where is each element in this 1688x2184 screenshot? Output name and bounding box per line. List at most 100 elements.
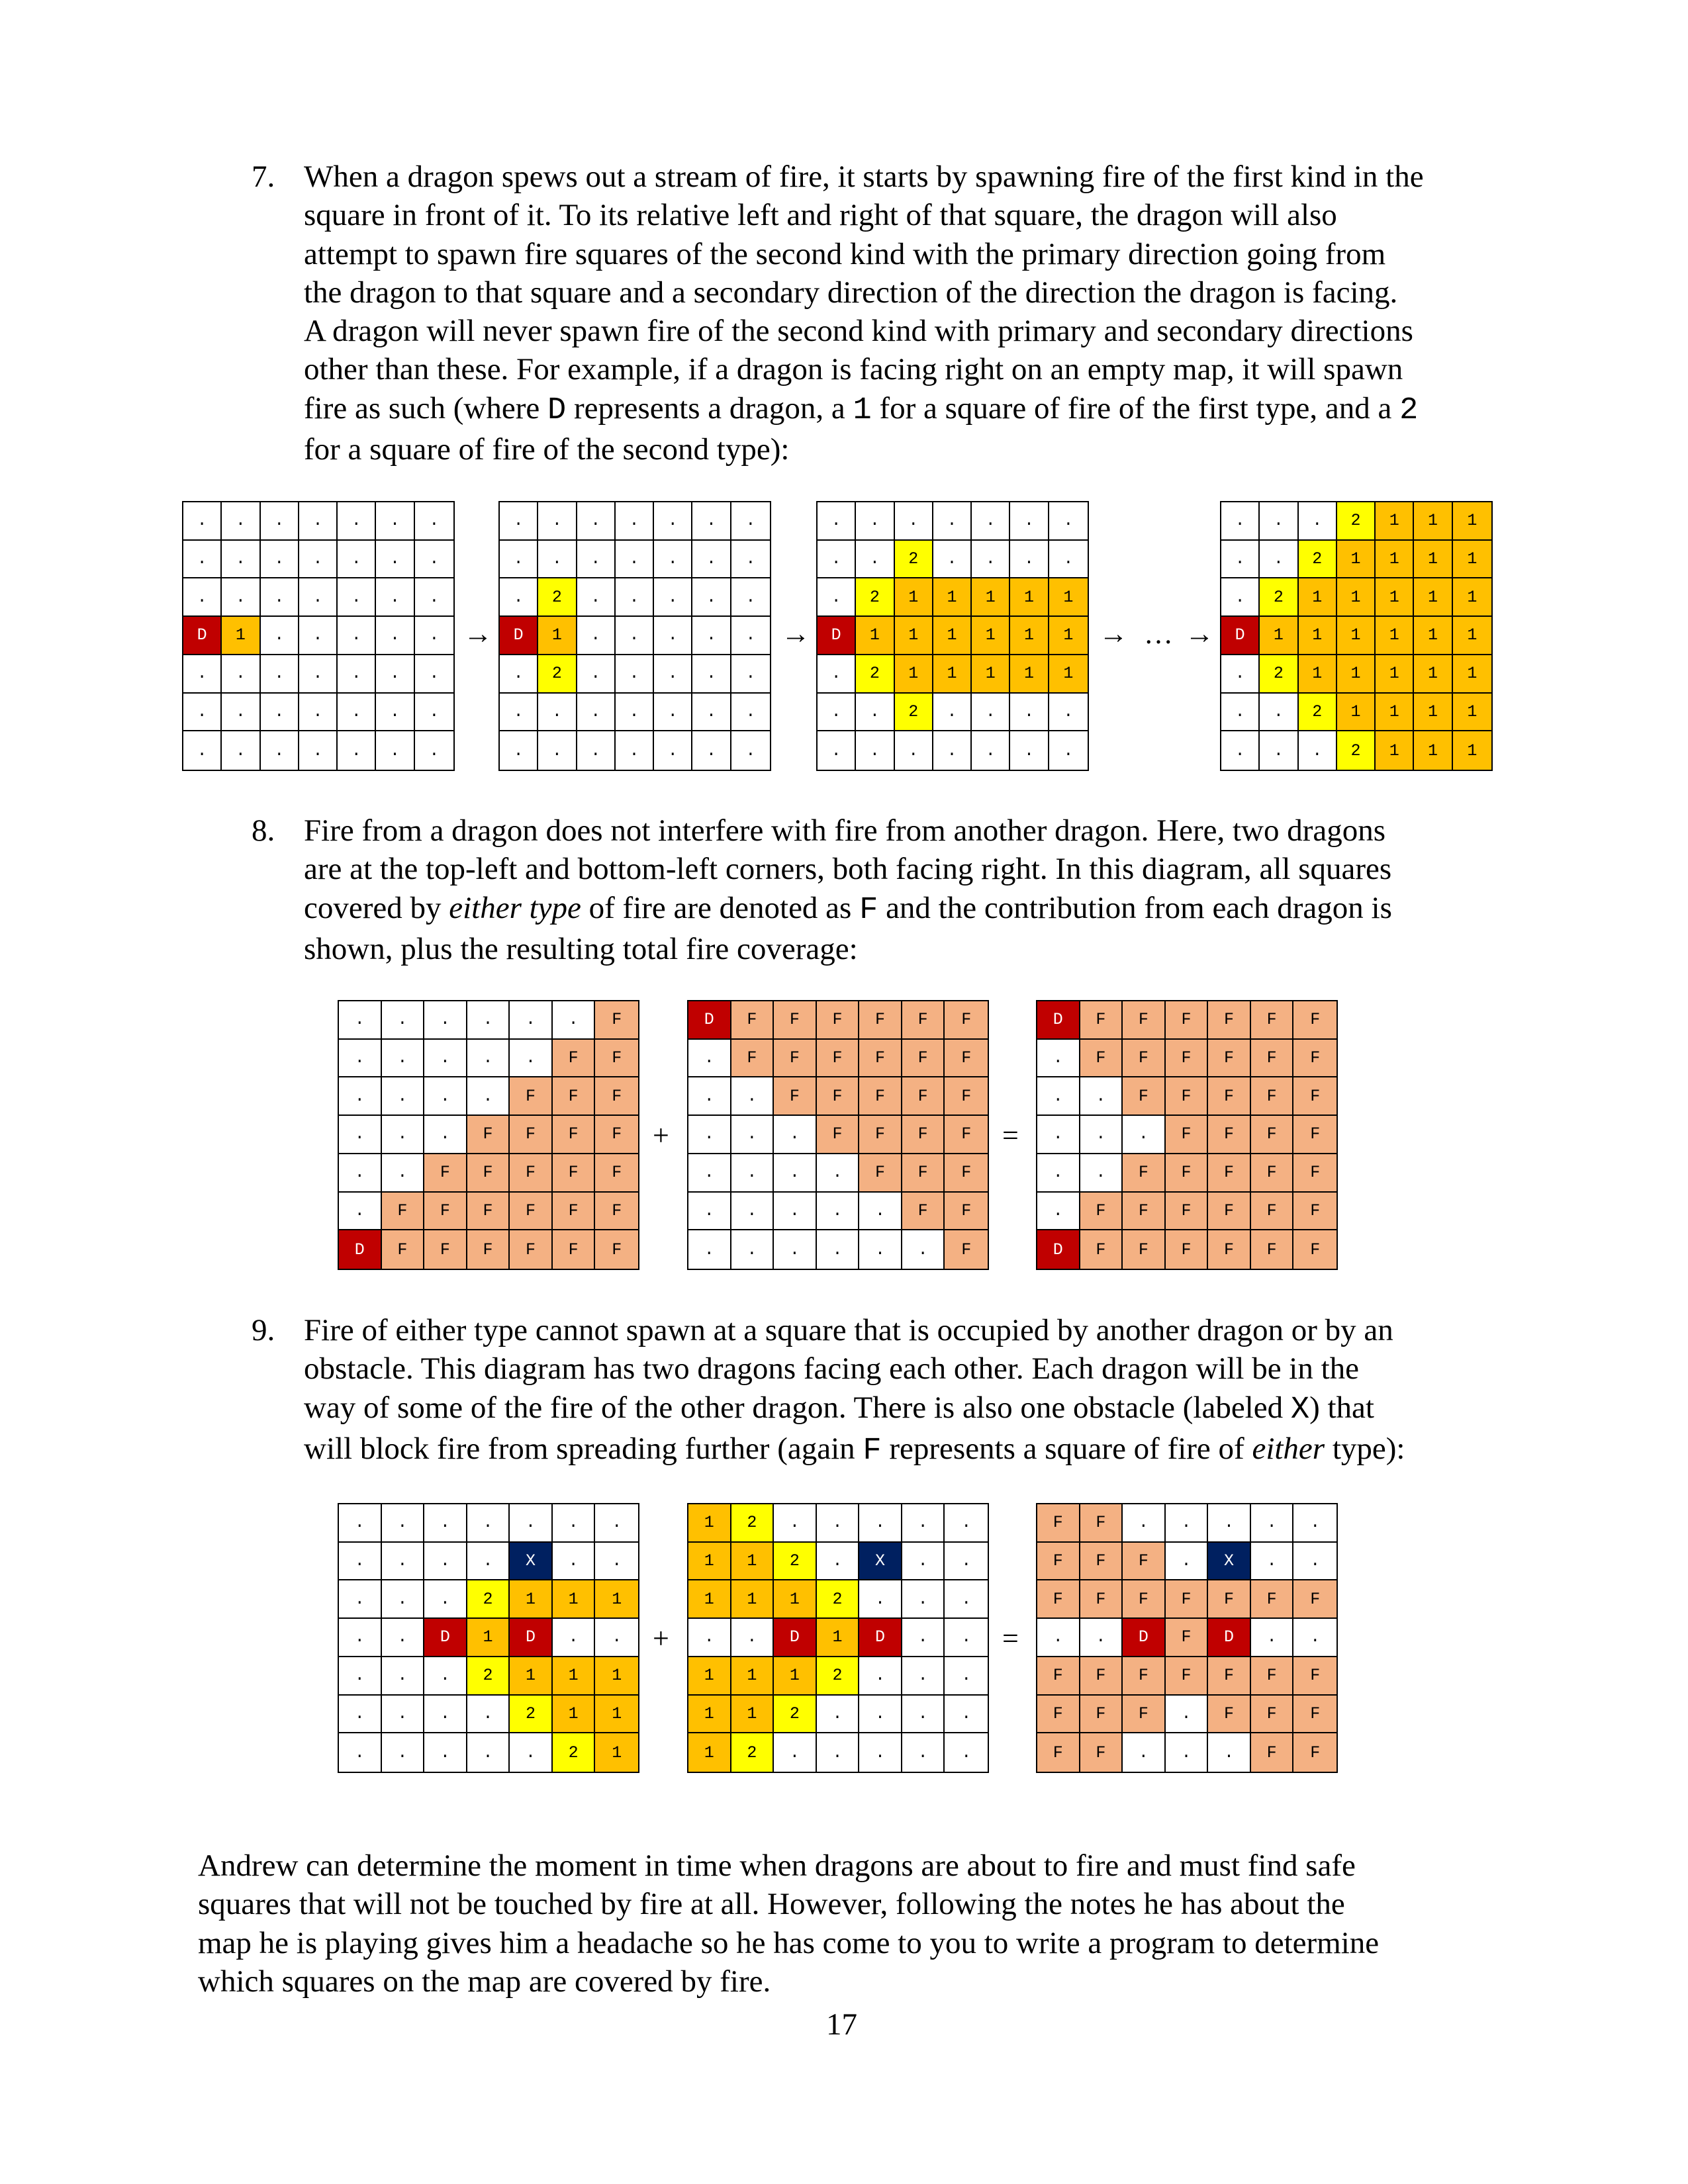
empty-cell: .	[538, 731, 577, 770]
fire-first-cell: 1	[1452, 578, 1491, 617]
item-number: 7.	[252, 159, 275, 194]
empty-cell: .	[1010, 731, 1049, 770]
fire-cell: F	[1080, 1542, 1123, 1581]
empty-cell: .	[299, 693, 338, 732]
dragon-cell: D	[774, 1619, 817, 1657]
fire-cell: F	[1208, 1192, 1251, 1231]
fire-cell: F	[945, 1154, 988, 1193]
closing-paragraph: Andrew can determine the moment in time …	[198, 1846, 1509, 2005]
fire-first-cell: 1	[1414, 540, 1453, 579]
fire-first-cell: 1	[552, 1657, 596, 1696]
empty-cell: .	[1250, 1542, 1294, 1581]
fire-first-cell: 1	[552, 1695, 596, 1734]
empty-cell: .	[339, 1039, 382, 1078]
empty-cell: .	[816, 1542, 860, 1581]
fire-second-cell: 2	[856, 655, 895, 694]
empty-cell: .	[500, 502, 539, 541]
item-text: When a dragon spews out a stream of fire…	[304, 158, 1424, 469]
fire-cell: F	[595, 1230, 638, 1269]
empty-cell: .	[222, 731, 261, 770]
empty-cell: .	[299, 617, 338, 655]
fire-cell: F	[1123, 1001, 1166, 1040]
empty-cell: .	[339, 1116, 382, 1154]
empty-cell: .	[1010, 693, 1049, 732]
empty-cell: .	[1221, 655, 1260, 694]
fire-first-cell: 1	[972, 655, 1011, 694]
empty-cell: .	[933, 731, 972, 770]
arrow-3: →	[1099, 617, 1128, 650]
empty-cell: .	[339, 1619, 382, 1657]
empty-cell: .	[774, 1504, 817, 1543]
empty-cell: .	[692, 731, 731, 770]
fire-cell: F	[1293, 1154, 1336, 1193]
fire-first-cell: 1	[1376, 693, 1415, 732]
fire-cell: F	[1037, 1580, 1080, 1619]
empty-cell: .	[338, 578, 377, 617]
fire-first-cell: 1	[933, 578, 972, 617]
empty-cell: .	[856, 693, 895, 732]
empty-cell: .	[261, 731, 299, 770]
item-8: 8. Fire from a dragon does not interfere…	[252, 811, 1509, 970]
empty-cell: .	[299, 731, 338, 770]
fire-second-cell: 2	[1336, 502, 1376, 541]
empty-cell: .	[616, 731, 655, 770]
item-7: 7. When a dragon spews out a stream of f…	[252, 158, 1509, 469]
fire-cell: F	[1208, 1116, 1251, 1154]
fire-first-cell: 1	[1049, 655, 1088, 694]
fire-second-cell: 2	[894, 540, 933, 579]
empty-cell: .	[338, 502, 377, 541]
empty-cell: .	[500, 540, 539, 579]
empty-cell: .	[1298, 502, 1337, 541]
fire-first-cell: 1	[1414, 502, 1453, 541]
text-line: the dragon to that square and a secondar…	[304, 275, 1398, 310]
empty-cell: .	[817, 1230, 860, 1269]
empty-cell: .	[260, 578, 299, 617]
empty-cell: .	[1010, 540, 1049, 579]
fire-first-cell: 1	[1452, 655, 1491, 694]
empty-cell: .	[1260, 540, 1299, 579]
empty-cell: .	[654, 655, 693, 694]
empty-cell: .	[299, 578, 338, 617]
empty-cell: .	[538, 693, 577, 732]
empty-cell: .	[424, 1542, 467, 1581]
fire-second-cell: 2	[816, 1580, 860, 1619]
fire-cell: F	[595, 1116, 638, 1154]
empty-cell: .	[1208, 1504, 1251, 1543]
fire-cell: F	[1037, 1695, 1080, 1734]
fire-second-cell: 2	[538, 578, 577, 617]
empty-cell: .	[1221, 578, 1260, 617]
code-fire: F	[863, 1433, 882, 1469]
empty-cell: .	[424, 1504, 467, 1543]
fire-cell: F	[1208, 1657, 1251, 1696]
empty-cell: .	[467, 1695, 510, 1734]
empty-cell: .	[933, 502, 972, 541]
fire-first-cell: 1	[688, 1504, 731, 1543]
fire-cell: F	[1250, 1116, 1294, 1154]
empty-cell: .	[1299, 731, 1337, 770]
empty-cell: .	[183, 731, 222, 770]
empty-cell: .	[500, 731, 539, 770]
empty-cell: .	[376, 540, 415, 579]
fire-cell: F	[859, 1154, 902, 1193]
fire-second-cell: 2	[552, 1733, 596, 1772]
empty-cell: .	[1010, 502, 1049, 541]
empty-cell: .	[972, 731, 1011, 770]
fire-cell: F	[467, 1116, 510, 1154]
empty-cell: .	[424, 1657, 467, 1696]
empty-cell: .	[414, 694, 453, 732]
empty-cell: .	[1250, 1619, 1294, 1657]
fire-cell: F	[552, 1192, 596, 1231]
fire-first-cell: 1	[774, 1657, 817, 1696]
empty-cell: .	[339, 1657, 382, 1696]
empty-cell: .	[429, 741, 440, 760]
empty-cell: .	[902, 1657, 945, 1696]
empty-cell: .	[731, 1230, 774, 1269]
empty-cell: .	[945, 1696, 988, 1734]
fire-second-cell: 2	[731, 1733, 774, 1772]
empty-cell: .	[1037, 1077, 1080, 1116]
fire-first-cell: 1	[1010, 578, 1049, 617]
